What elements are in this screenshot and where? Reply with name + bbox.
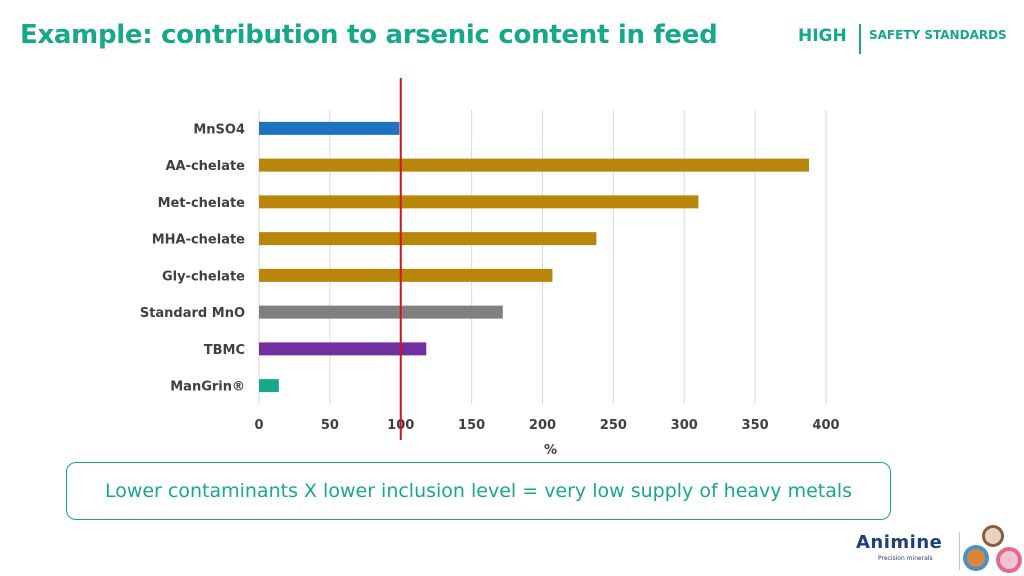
x-tick-label: 150: [458, 418, 485, 433]
bar-standard-mno: [259, 305, 503, 319]
x-tick-label: 0: [254, 418, 263, 433]
logo-tagline: Precision minerals: [878, 555, 933, 562]
x-tick-label: 350: [742, 418, 769, 433]
bar-mangrin: [259, 379, 279, 393]
bar-mha-chelate: [259, 232, 597, 246]
x-tick-label: 50: [321, 418, 339, 433]
category-label: Met-chelate: [158, 196, 246, 211]
brand-divider: [859, 24, 861, 54]
x-tick-label: 200: [529, 418, 556, 433]
callout-box: Lower contaminants X lower inclusion lev…: [66, 462, 891, 520]
bar-tbmc: [259, 342, 427, 356]
x-tick-label: 300: [671, 418, 698, 433]
bar-aa-chelate: [259, 158, 809, 172]
bar-mnso4: [259, 121, 400, 135]
bar-chart: 050100150200250300350400MnSO4AA-chelateM…: [140, 78, 840, 458]
category-label: AA-chelate: [165, 159, 245, 174]
category-label: Gly-chelate: [162, 269, 245, 284]
page-title: Example: contribution to arsenic content…: [20, 20, 718, 50]
logo-wordmark: Animine: [856, 532, 943, 553]
bar-gly-chelate: [259, 268, 553, 282]
bar-met-chelate: [259, 195, 699, 209]
x-tick-label: 400: [812, 418, 839, 433]
x-axis-title: %: [544, 443, 557, 458]
callout-text: Lower contaminants X lower inclusion lev…: [104, 480, 853, 502]
brand-subtitle: SAFETY STANDARDS: [869, 28, 1007, 42]
category-label: Standard MnO: [140, 306, 245, 321]
logo-divider: [959, 532, 960, 570]
category-label: MHA-chelate: [152, 233, 245, 248]
category-label: MnSO4: [193, 122, 245, 137]
animal-badges-icon: [963, 525, 1022, 573]
category-label: ManGrin®: [170, 380, 245, 395]
x-tick-label: 250: [600, 418, 627, 433]
category-label: TBMC: [204, 343, 245, 358]
brand-high: HIGH: [798, 26, 847, 46]
